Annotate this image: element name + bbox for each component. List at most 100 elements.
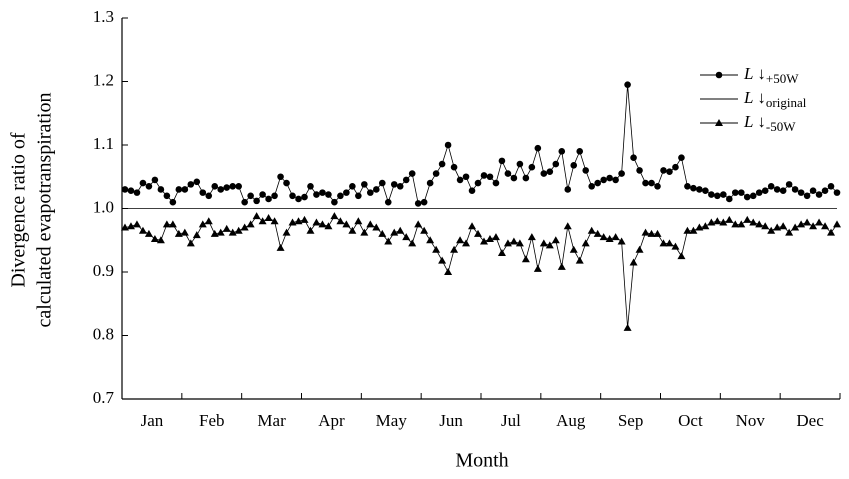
- point: [677, 252, 686, 260]
- point: [162, 220, 171, 228]
- point: [139, 179, 147, 187]
- point: [408, 239, 417, 247]
- point: [833, 189, 841, 196]
- point: [186, 239, 195, 247]
- y-tick-label: 1.1: [93, 134, 114, 153]
- point: [534, 144, 542, 152]
- point: [539, 239, 548, 247]
- point: [396, 226, 405, 234]
- point: [569, 245, 578, 253]
- point: [725, 215, 734, 223]
- point: [283, 179, 290, 187]
- point: [426, 179, 434, 187]
- point: [516, 160, 524, 168]
- point: [361, 181, 368, 188]
- point: [557, 262, 566, 270]
- legend-subscript: +50W: [766, 71, 799, 86]
- point: [654, 182, 661, 190]
- y-tick-label: 0.8: [93, 324, 114, 343]
- point: [354, 217, 363, 225]
- point: [175, 186, 183, 193]
- point: [420, 198, 428, 206]
- point: [731, 189, 739, 196]
- point: [336, 217, 345, 225]
- point: [307, 182, 314, 190]
- point: [444, 268, 453, 275]
- point: [252, 212, 261, 220]
- point: [599, 233, 608, 241]
- point: [432, 245, 441, 253]
- point: [138, 226, 147, 234]
- point: [372, 223, 381, 231]
- point: [485, 234, 494, 242]
- legend-subscript: original: [766, 95, 807, 110]
- point: [241, 198, 248, 206]
- y-tick-label: 0.7: [93, 388, 115, 407]
- point: [127, 187, 135, 195]
- y-tick-label: 0.9: [93, 261, 114, 280]
- point: [313, 191, 320, 198]
- point: [815, 218, 824, 226]
- point: [803, 218, 812, 226]
- point: [133, 189, 141, 196]
- point: [426, 236, 435, 244]
- point: [672, 163, 679, 171]
- y-axis-label: Divergence ratio of: [8, 132, 30, 287]
- point: [324, 222, 333, 230]
- point: [779, 187, 787, 195]
- point: [228, 228, 237, 236]
- point: [600, 176, 607, 184]
- x-tick-label: Mar: [257, 411, 286, 430]
- point: [253, 197, 260, 205]
- point: [331, 198, 338, 206]
- point: [623, 323, 632, 331]
- point: [791, 223, 800, 231]
- point: [390, 228, 399, 236]
- point: [181, 186, 189, 193]
- point: [761, 187, 769, 195]
- point: [504, 170, 512, 177]
- point: [653, 229, 662, 237]
- point: [144, 229, 153, 237]
- point: [318, 220, 327, 228]
- point: [612, 176, 619, 184]
- point: [587, 226, 596, 234]
- point: [522, 174, 530, 182]
- x-tick-label: Feb: [199, 411, 225, 430]
- point: [396, 182, 404, 190]
- point: [343, 189, 350, 196]
- point: [289, 192, 296, 200]
- x-tick-label: Jul: [501, 411, 521, 430]
- point: [833, 220, 842, 228]
- point: [384, 237, 393, 245]
- x-tick-label: Dec: [796, 411, 824, 430]
- point: [695, 223, 704, 231]
- point: [509, 237, 518, 245]
- point: [438, 160, 446, 168]
- x-tick-label: Nov: [736, 411, 766, 430]
- point: [240, 223, 249, 231]
- point: [528, 163, 536, 171]
- point: [312, 218, 321, 226]
- point: [480, 172, 488, 179]
- point: [797, 220, 806, 228]
- point: [145, 182, 153, 190]
- point: [378, 229, 387, 237]
- point: [767, 182, 775, 190]
- point: [378, 179, 386, 187]
- point: [779, 222, 788, 230]
- legend-name: L ↓: [743, 88, 766, 107]
- point: [468, 187, 476, 195]
- point: [270, 217, 279, 225]
- point: [282, 228, 291, 236]
- point: [659, 239, 668, 247]
- point: [492, 179, 500, 187]
- point: [558, 148, 566, 155]
- point: [444, 141, 452, 149]
- point: [258, 217, 267, 225]
- y-tick-label: 1.0: [93, 197, 114, 216]
- x-tick-label: Jun: [439, 411, 463, 430]
- x-tick-label: Apr: [318, 411, 345, 430]
- point: [402, 176, 410, 184]
